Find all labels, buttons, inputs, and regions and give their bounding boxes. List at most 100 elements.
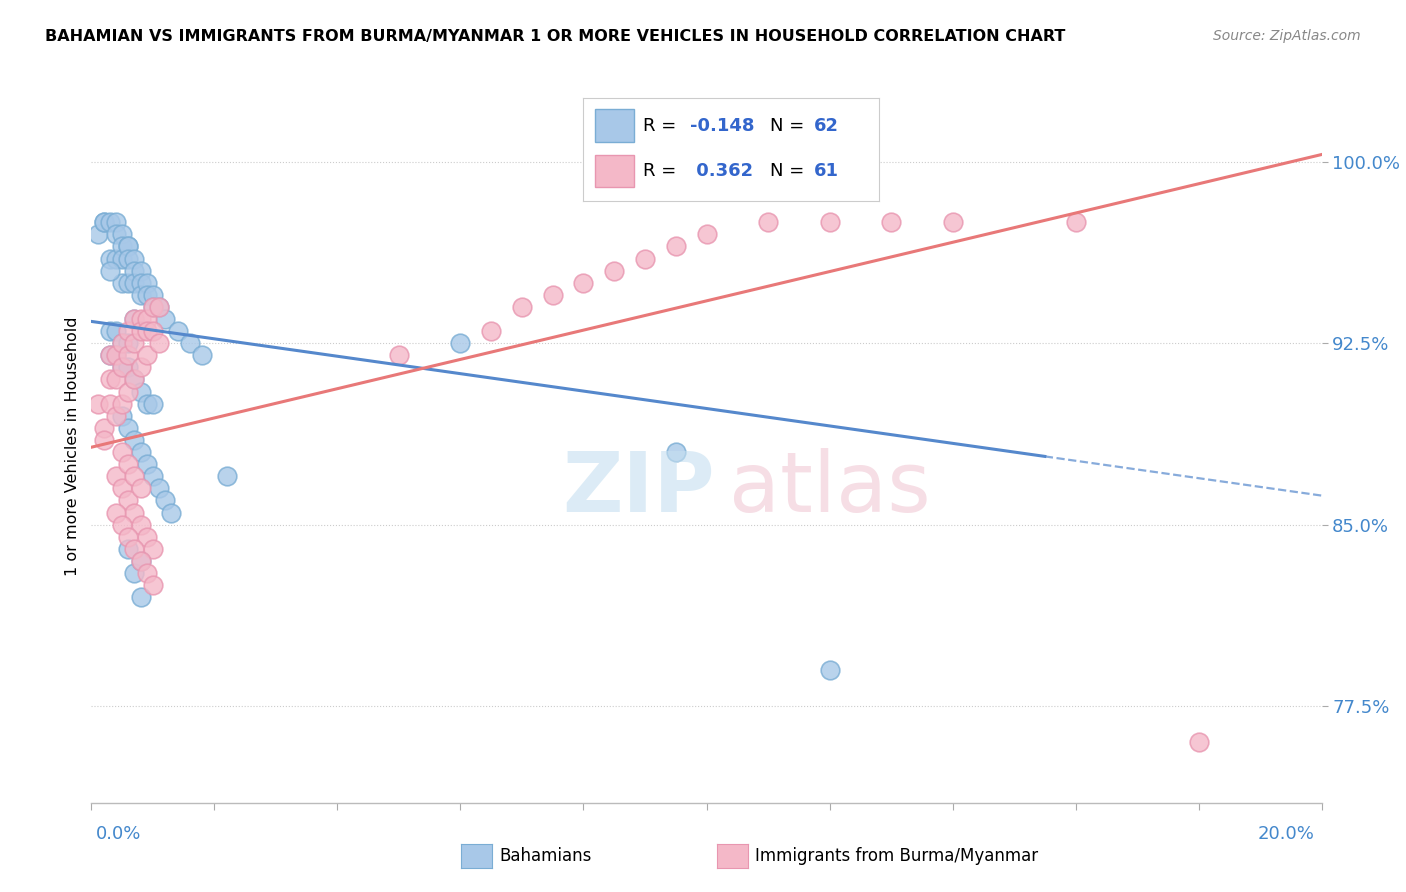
Point [129,554,152,568]
Point [98,252,121,266]
Point [124,276,146,290]
Point [98,263,121,277]
Point [135,324,157,338]
Point [105,409,127,423]
Point [117,384,139,399]
Point [129,312,152,326]
Point [105,227,127,242]
Text: 0.0%: 0.0% [96,825,141,843]
Point [124,312,146,326]
Point [111,276,134,290]
Point [148,300,170,314]
Point [129,445,152,459]
Point [880,215,903,229]
Point [98,215,121,229]
Point [98,397,121,411]
Point [129,384,152,399]
Text: N =: N = [769,162,810,180]
Text: 0.362: 0.362 [690,162,752,180]
Point [111,336,134,351]
Point [129,590,152,604]
Point [111,336,134,351]
Text: 20.0%: 20.0% [1258,825,1315,843]
Point [129,481,152,495]
Text: atlas: atlas [728,449,931,529]
Point [124,433,146,447]
Bar [595,110,634,142]
Text: 62: 62 [814,117,839,135]
Point [142,324,165,338]
Point [111,445,134,459]
Point [111,360,134,375]
Point [124,336,146,351]
Point [756,215,779,229]
Point [117,421,139,435]
Point [142,541,165,556]
Text: -0.148: -0.148 [690,117,754,135]
Point [117,336,139,351]
Point [93,215,115,229]
Text: N =: N = [769,117,810,135]
Text: ZIP: ZIP [562,449,716,529]
Point [111,517,134,532]
Point [124,469,146,483]
Point [942,215,965,229]
Point [153,493,177,508]
Point [818,663,841,677]
Point [93,433,115,447]
Point [449,336,471,351]
Point [135,530,157,544]
Point [98,348,121,362]
Point [124,566,146,580]
Point [124,252,146,266]
Point [117,348,139,362]
Point [142,469,165,483]
Point [603,263,626,277]
Point [665,239,688,253]
Bar [595,154,634,187]
Point [98,324,121,338]
Point [86,397,108,411]
Point [111,481,134,495]
Point [117,276,139,290]
Text: 61: 61 [814,162,839,180]
Point [105,469,127,483]
Point [93,421,115,435]
Point [1064,215,1087,229]
Point [124,541,146,556]
Point [111,397,134,411]
Point [129,554,152,568]
Point [135,288,157,302]
Point [148,481,170,495]
Point [1187,735,1209,749]
Point [117,239,139,253]
Point [124,312,146,326]
Point [105,506,127,520]
Point [117,457,139,471]
Point [135,457,157,471]
Point [135,276,157,290]
Point [105,324,127,338]
Point [129,263,152,277]
Point [105,252,127,266]
Point [105,372,127,386]
Point [129,360,152,375]
Point [98,372,121,386]
Point [111,409,134,423]
Point [215,469,238,483]
Point [105,215,127,229]
Point [117,493,139,508]
Point [634,252,657,266]
Point [135,566,157,580]
Point [142,288,165,302]
Point [166,324,188,338]
Point [665,445,688,459]
Point [148,336,170,351]
Text: R =: R = [643,117,682,135]
Y-axis label: 1 or more Vehicles in Household: 1 or more Vehicles in Household [65,317,80,575]
Point [572,276,595,290]
Point [510,300,533,314]
Point [135,312,157,326]
Point [117,360,139,375]
Point [142,300,165,314]
